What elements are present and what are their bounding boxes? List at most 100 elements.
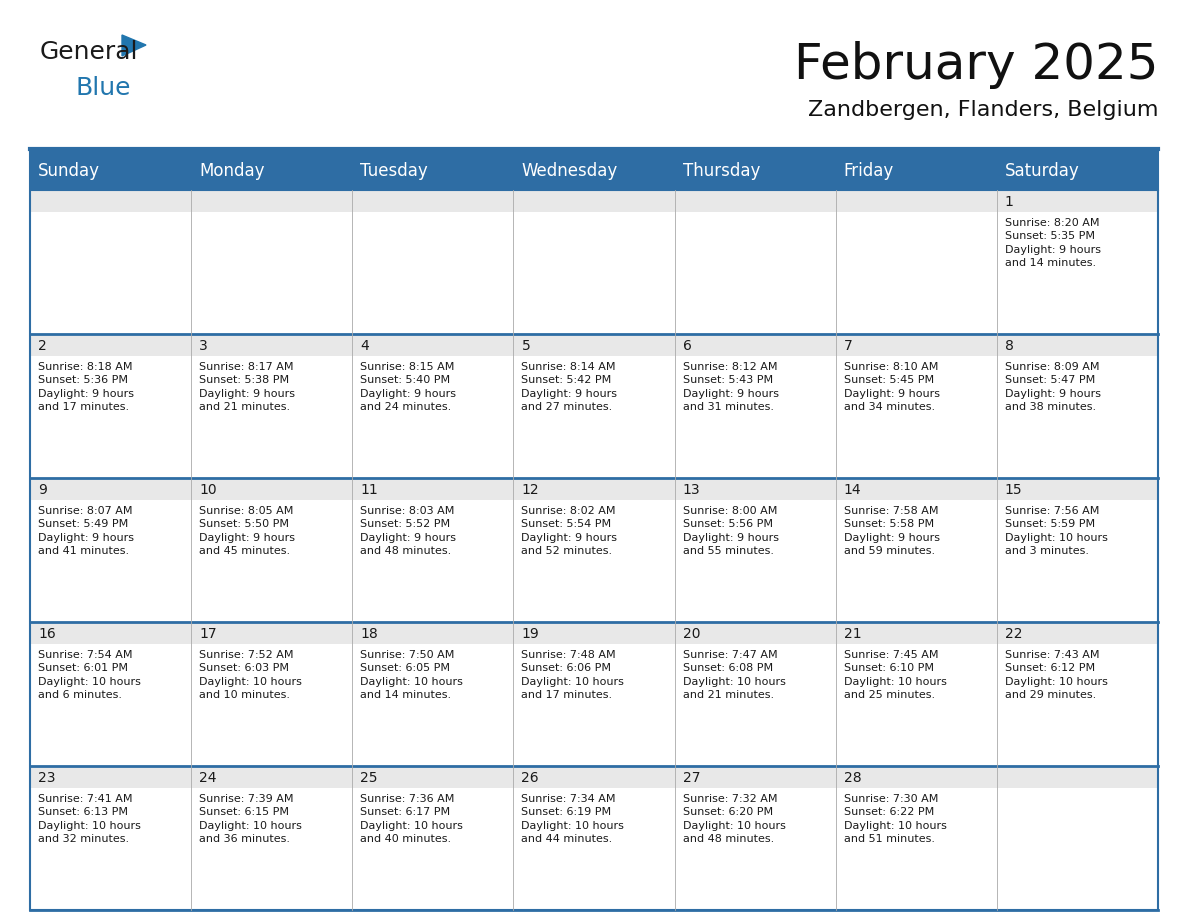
Text: Sunset: 6:01 PM: Sunset: 6:01 PM	[38, 663, 128, 673]
Bar	[513, 478, 675, 500]
Text: Sunset: 6:12 PM: Sunset: 6:12 PM	[1005, 663, 1095, 673]
Text: Sunset: 6:06 PM: Sunset: 6:06 PM	[522, 663, 612, 673]
Text: 22: 22	[1005, 627, 1023, 641]
Text: 24: 24	[200, 771, 216, 785]
Text: 19: 19	[522, 627, 539, 641]
Text: Daylight: 9 hours: Daylight: 9 hours	[522, 532, 618, 543]
Text: 3: 3	[200, 339, 208, 353]
Text: and 24 minutes.: and 24 minutes.	[360, 402, 451, 412]
Bar	[835, 334, 997, 356]
Bar	[191, 190, 353, 212]
Bar	[997, 356, 1158, 478]
Text: Sunrise: 8:09 AM: Sunrise: 8:09 AM	[1005, 362, 1099, 372]
Text: Sunset: 5:56 PM: Sunset: 5:56 PM	[683, 520, 772, 530]
Bar	[513, 622, 675, 644]
Text: and 40 minutes.: and 40 minutes.	[360, 834, 451, 845]
Text: Daylight: 9 hours: Daylight: 9 hours	[683, 388, 778, 398]
Text: Sunset: 6:22 PM: Sunset: 6:22 PM	[843, 807, 934, 817]
Bar	[191, 356, 353, 478]
Bar	[675, 500, 835, 622]
Text: Sunday: Sunday	[38, 162, 100, 180]
Text: Sunrise: 7:50 AM: Sunrise: 7:50 AM	[360, 650, 455, 660]
Text: Daylight: 9 hours: Daylight: 9 hours	[522, 388, 618, 398]
Bar	[513, 766, 675, 788]
Text: Sunrise: 7:41 AM: Sunrise: 7:41 AM	[38, 794, 133, 804]
Text: Sunrise: 7:54 AM: Sunrise: 7:54 AM	[38, 650, 133, 660]
Bar	[675, 788, 835, 910]
Bar	[997, 788, 1158, 910]
Text: Sunset: 5:50 PM: Sunset: 5:50 PM	[200, 520, 289, 530]
Text: and 14 minutes.: and 14 minutes.	[360, 690, 451, 700]
Bar	[835, 766, 997, 788]
Text: and 17 minutes.: and 17 minutes.	[522, 690, 613, 700]
Bar	[191, 788, 353, 910]
Bar	[997, 500, 1158, 622]
Text: Daylight: 10 hours: Daylight: 10 hours	[38, 677, 141, 687]
Text: Sunset: 5:49 PM: Sunset: 5:49 PM	[38, 520, 128, 530]
Text: 23: 23	[38, 771, 56, 785]
Text: Tuesday: Tuesday	[360, 162, 428, 180]
Text: Sunset: 6:19 PM: Sunset: 6:19 PM	[522, 807, 612, 817]
Text: Sunrise: 7:58 AM: Sunrise: 7:58 AM	[843, 506, 939, 516]
Bar	[997, 334, 1158, 356]
Bar	[513, 334, 675, 356]
Text: 13: 13	[683, 483, 700, 498]
Text: February 2025: February 2025	[794, 41, 1158, 89]
Text: 9: 9	[38, 483, 48, 498]
Text: Sunset: 5:59 PM: Sunset: 5:59 PM	[1005, 520, 1095, 530]
Text: Daylight: 10 hours: Daylight: 10 hours	[200, 677, 302, 687]
Bar	[191, 500, 353, 622]
Text: and 17 minutes.: and 17 minutes.	[38, 402, 129, 412]
Polygon shape	[122, 35, 146, 56]
Bar	[835, 644, 997, 766]
Bar	[513, 500, 675, 622]
Text: Sunrise: 8:12 AM: Sunrise: 8:12 AM	[683, 362, 777, 372]
Text: 28: 28	[843, 771, 861, 785]
Bar	[997, 766, 1158, 788]
Bar	[30, 356, 191, 478]
Text: 11: 11	[360, 483, 378, 498]
Text: Sunset: 6:10 PM: Sunset: 6:10 PM	[843, 663, 934, 673]
Text: Sunset: 5:40 PM: Sunset: 5:40 PM	[360, 375, 450, 386]
Bar	[675, 356, 835, 478]
Bar	[353, 644, 513, 766]
Text: 27: 27	[683, 771, 700, 785]
Text: Sunset: 6:05 PM: Sunset: 6:05 PM	[360, 663, 450, 673]
Bar	[30, 500, 191, 622]
Bar	[997, 190, 1158, 212]
Text: Sunset: 6:20 PM: Sunset: 6:20 PM	[683, 807, 772, 817]
Text: Sunset: 6:13 PM: Sunset: 6:13 PM	[38, 807, 128, 817]
Bar	[835, 190, 997, 212]
Bar	[353, 766, 513, 788]
Text: and 41 minutes.: and 41 minutes.	[38, 546, 129, 556]
Text: and 10 minutes.: and 10 minutes.	[200, 690, 290, 700]
Bar	[353, 356, 513, 478]
Bar	[675, 766, 835, 788]
Text: Sunset: 5:42 PM: Sunset: 5:42 PM	[522, 375, 612, 386]
Text: 14: 14	[843, 483, 861, 498]
Bar	[353, 190, 513, 212]
Text: Daylight: 10 hours: Daylight: 10 hours	[522, 677, 625, 687]
Text: 16: 16	[38, 627, 56, 641]
Text: Sunset: 5:43 PM: Sunset: 5:43 PM	[683, 375, 772, 386]
Text: Daylight: 9 hours: Daylight: 9 hours	[200, 388, 295, 398]
Text: Sunset: 5:54 PM: Sunset: 5:54 PM	[522, 520, 612, 530]
Bar	[675, 622, 835, 644]
Text: and 21 minutes.: and 21 minutes.	[683, 690, 773, 700]
Text: Sunrise: 8:00 AM: Sunrise: 8:00 AM	[683, 506, 777, 516]
Bar	[513, 190, 675, 212]
Text: Thursday: Thursday	[683, 162, 760, 180]
Text: and 3 minutes.: and 3 minutes.	[1005, 546, 1089, 556]
Bar	[997, 622, 1158, 644]
Bar	[835, 478, 997, 500]
Text: Daylight: 10 hours: Daylight: 10 hours	[522, 821, 625, 831]
Text: Daylight: 10 hours: Daylight: 10 hours	[683, 677, 785, 687]
Text: and 59 minutes.: and 59 minutes.	[843, 546, 935, 556]
Text: and 45 minutes.: and 45 minutes.	[200, 546, 290, 556]
Text: and 55 minutes.: and 55 minutes.	[683, 546, 773, 556]
Text: and 29 minutes.: and 29 minutes.	[1005, 690, 1097, 700]
Bar	[835, 500, 997, 622]
Text: Daylight: 9 hours: Daylight: 9 hours	[1005, 245, 1101, 255]
Text: Sunrise: 7:43 AM: Sunrise: 7:43 AM	[1005, 650, 1099, 660]
Text: 1: 1	[1005, 196, 1013, 209]
